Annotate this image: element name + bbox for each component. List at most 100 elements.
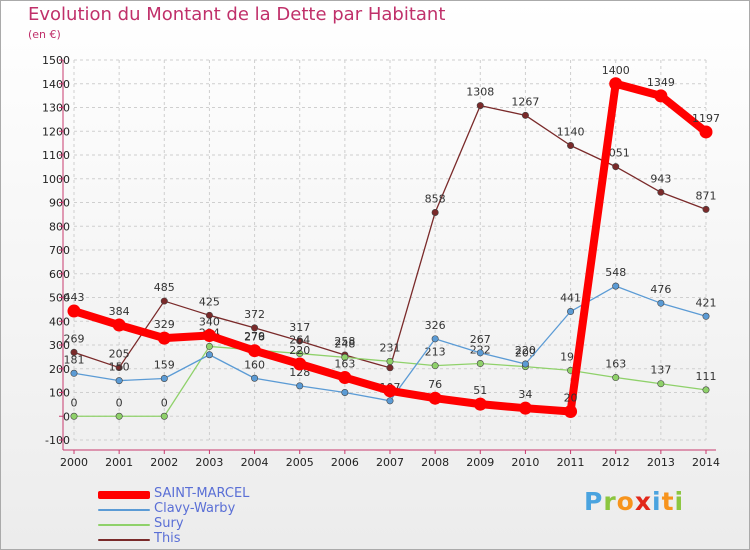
data-point [702,312,710,320]
data-point [70,369,78,377]
data-point [431,335,439,343]
data-point [115,412,123,420]
data-point [476,349,484,357]
data-label: 1400 [602,64,630,77]
data-label: 372 [244,308,265,321]
y-tick-label: 0 [63,410,70,423]
data-label: 0 [116,396,123,409]
chart-title: Evolution du Montant de la Dette par Hab… [28,4,446,25]
data-label: 51 [473,384,487,397]
data-label: 163 [334,358,355,371]
data-point [431,208,439,216]
data-point [293,357,307,371]
data-label: 220 [289,344,310,357]
y-tick-label: 1000 [42,173,70,186]
data-point [609,77,623,91]
data-label: 1349 [647,76,675,89]
proxiti-logo: Proxiti [584,487,685,516]
data-point [567,142,575,150]
data-label: 485 [154,281,175,294]
line-chart: -100010020030040050060070080090010001100… [42,54,720,469]
x-tick-label: 2006 [331,456,359,469]
data-point [386,397,394,405]
data-label: 264 [289,334,310,347]
data-label: 329 [154,318,175,331]
data-label: 279 [244,330,265,343]
data-label: 1308 [466,86,494,99]
data-label: 209 [515,347,536,360]
data-label: 421 [696,296,717,309]
x-tick-label: 2008 [421,456,449,469]
y-tick-label: 1100 [42,149,70,162]
data-point [386,364,394,372]
legend-label: Sury [154,516,184,531]
data-point [654,89,668,103]
data-point [341,353,349,361]
legend-label: SAINT-MARCEL [154,486,250,501]
data-point [112,318,126,332]
x-tick-label: 2002 [150,456,178,469]
data-label: 476 [650,283,671,296]
data-point [205,342,213,350]
data-label: 231 [380,341,401,354]
data-point [70,412,78,420]
x-tick-label: 2007 [376,456,404,469]
data-point [296,382,304,390]
data-point [251,374,259,382]
x-tick-label: 2013 [647,456,675,469]
x-tick-label: 2014 [692,456,720,469]
x-tick-label: 2010 [511,456,539,469]
data-label: 441 [560,292,581,305]
data-point [431,362,439,370]
data-label: 137 [650,364,671,377]
data-label: 213 [425,346,446,359]
data-point [383,384,397,398]
data-point [657,299,665,307]
x-tick-label: 2004 [241,456,269,469]
data-point [521,111,529,119]
data-label: 181 [64,353,85,366]
data-point [296,350,304,358]
data-point [612,374,620,382]
series-sury: 000294279264248231213222209193163137111 [70,326,717,420]
data-point [521,360,529,368]
y-tick-label: 1300 [42,102,70,115]
x-tick-label: 2011 [557,456,585,469]
data-point [702,205,710,213]
data-label: 326 [425,319,446,332]
data-point [699,125,713,139]
x-tick-label: 2009 [466,456,494,469]
legend-swatch [98,539,150,541]
data-label: 205 [109,348,130,361]
y-tick-label: 1400 [42,78,70,91]
data-label: 871 [696,189,717,202]
data-label: 943 [650,172,671,185]
data-label: 160 [244,358,265,371]
data-point [205,311,213,319]
data-label: 111 [696,370,717,383]
data-label: 34 [518,388,532,401]
data-point [338,371,352,385]
data-point [70,348,78,356]
x-tick-label: 2005 [286,456,314,469]
data-point [612,282,620,290]
data-label: 258 [334,335,355,348]
data-point [202,329,216,342]
data-label: 443 [64,291,85,304]
data-label: 317 [289,321,310,334]
data-point [157,331,171,345]
data-point [160,374,168,382]
data-label: 159 [154,358,175,371]
data-label: 248 [334,337,355,350]
data-point [115,377,123,385]
legend-swatch [98,509,150,511]
data-point [115,364,123,372]
y-tick-label: 1200 [42,125,70,138]
data-label: 340 [199,316,220,329]
data-label: 0 [161,396,168,409]
data-label: 384 [109,305,130,318]
data-point [564,405,578,418]
data-point [473,397,487,411]
legend-label: This [154,531,181,546]
